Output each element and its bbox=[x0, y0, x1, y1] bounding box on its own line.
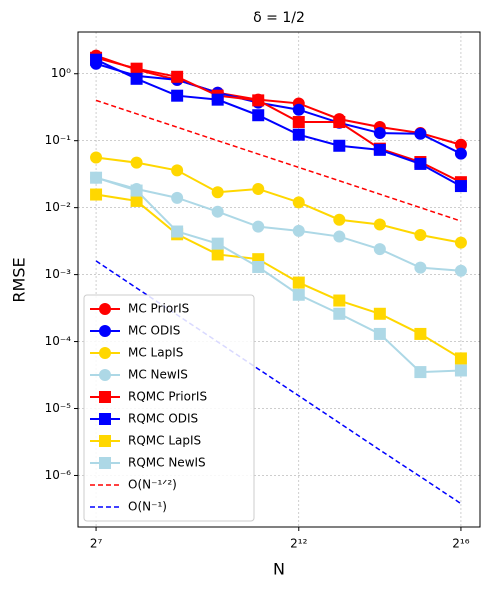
data-point bbox=[292, 196, 305, 209]
series-line bbox=[95, 62, 462, 155]
data-point bbox=[414, 261, 427, 274]
x-axis-label: N bbox=[273, 560, 285, 579]
legend-marker bbox=[99, 303, 111, 315]
data-point bbox=[454, 352, 467, 365]
y-axis-label: RMSE bbox=[10, 257, 29, 302]
data-point bbox=[292, 128, 305, 141]
data-point bbox=[211, 248, 224, 261]
legend-label: RQMC LapIS bbox=[128, 434, 201, 448]
data-point bbox=[454, 138, 467, 151]
y-tick-label: 10⁻⁴ bbox=[45, 334, 72, 348]
data-point bbox=[333, 213, 346, 226]
y-tick-label: 10⁰ bbox=[51, 66, 71, 80]
data-point bbox=[454, 264, 467, 277]
legend-label: RQMC PriorIS bbox=[128, 390, 207, 404]
series-line bbox=[95, 176, 461, 374]
data-point bbox=[211, 237, 224, 250]
legend-label: RQMC NewIS bbox=[128, 456, 206, 470]
data-point bbox=[292, 116, 305, 129]
data-point bbox=[211, 93, 224, 106]
series-line bbox=[95, 99, 462, 222]
legend-label: MC NewIS bbox=[128, 368, 188, 382]
x-tick-label: 2¹⁶ bbox=[452, 537, 469, 551]
data-point bbox=[130, 62, 143, 75]
data-point bbox=[414, 157, 427, 170]
data-point bbox=[252, 220, 265, 233]
data-point bbox=[171, 225, 184, 238]
data-point bbox=[90, 171, 103, 184]
data-point bbox=[292, 224, 305, 237]
data-point bbox=[292, 288, 305, 301]
data-point bbox=[414, 127, 427, 140]
data-point bbox=[252, 182, 265, 195]
series-line bbox=[95, 193, 462, 360]
data-point bbox=[373, 327, 386, 340]
data-point bbox=[90, 188, 103, 201]
data-point bbox=[252, 109, 265, 122]
data-point bbox=[171, 164, 184, 177]
y-tick-label: 10⁻³ bbox=[45, 267, 72, 281]
data-point bbox=[333, 307, 346, 320]
legend-marker bbox=[99, 369, 111, 381]
data-point bbox=[292, 103, 305, 116]
data-point bbox=[171, 70, 184, 83]
data-point bbox=[252, 260, 265, 273]
y-tick-label: 10⁻⁵ bbox=[45, 401, 72, 415]
legend-box bbox=[83, 294, 255, 522]
legend-label: O(N⁻¹) bbox=[128, 500, 167, 514]
legend-marker bbox=[99, 347, 111, 359]
plot-frame bbox=[77, 31, 481, 528]
data-point bbox=[333, 294, 346, 307]
y-tick-label: 10⁻² bbox=[45, 200, 72, 214]
data-point bbox=[414, 229, 427, 242]
data-point bbox=[373, 218, 386, 231]
data-point bbox=[211, 205, 224, 218]
legend-label: MC PriorIS bbox=[128, 302, 189, 316]
data-point bbox=[373, 243, 386, 256]
series-line bbox=[95, 176, 462, 272]
data-point bbox=[454, 147, 467, 160]
series-line bbox=[95, 58, 462, 187]
series-line bbox=[95, 156, 462, 244]
legend-label: MC ODIS bbox=[128, 324, 180, 338]
data-point bbox=[373, 127, 386, 140]
series-line bbox=[95, 54, 462, 146]
data-point bbox=[454, 364, 467, 377]
data-point bbox=[333, 116, 346, 129]
data-point bbox=[373, 307, 386, 320]
series-line bbox=[95, 56, 462, 184]
y-tick-label: 10⁻⁶ bbox=[45, 468, 72, 482]
legend-marker bbox=[99, 457, 111, 469]
legend-marker bbox=[99, 325, 111, 337]
data-point bbox=[414, 366, 427, 379]
legend-marker bbox=[99, 435, 111, 447]
data-point bbox=[130, 184, 143, 197]
data-point bbox=[333, 139, 346, 152]
data-point bbox=[130, 194, 143, 207]
data-point bbox=[171, 89, 184, 102]
x-tick-label: 2¹² bbox=[290, 537, 307, 551]
data-point bbox=[373, 143, 386, 156]
data-point bbox=[252, 94, 265, 107]
data-point bbox=[211, 186, 224, 199]
data-point bbox=[292, 276, 305, 289]
y-tick-label: 10⁻¹ bbox=[45, 133, 72, 147]
legend-label: RQMC ODIS bbox=[128, 412, 198, 426]
data-point bbox=[130, 156, 143, 169]
data-point bbox=[171, 191, 184, 204]
data-point bbox=[90, 151, 103, 164]
data-point bbox=[130, 72, 143, 85]
legend-marker bbox=[99, 413, 111, 425]
legend-marker bbox=[99, 391, 111, 403]
chart-title: δ = 1/2 bbox=[253, 10, 305, 26]
x-tick-label: 2⁷ bbox=[90, 537, 103, 551]
data-point bbox=[90, 53, 103, 66]
data-point bbox=[454, 236, 467, 249]
legend-label: MC LapIS bbox=[128, 346, 183, 360]
data-point bbox=[454, 180, 467, 193]
legend-label: O(N⁻¹ᐟ²) bbox=[128, 478, 177, 492]
data-point bbox=[414, 327, 427, 340]
data-point bbox=[333, 230, 346, 243]
